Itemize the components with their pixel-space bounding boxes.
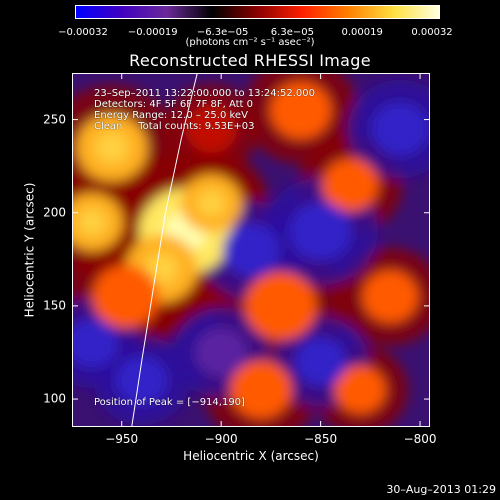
heatmap-image [72, 73, 430, 427]
solar-limb-line [131, 73, 198, 427]
heatmap-source [361, 269, 419, 324]
heatmap-source-core [144, 252, 179, 285]
annotation-method-counts: Clean Total counts: 9.53E+03 [94, 121, 255, 132]
colorbar-units: (photons cm⁻² s⁻¹ asec⁻²) [185, 37, 315, 48]
heatmap-source [269, 81, 332, 140]
annotation-energy-range: Energy Range: 12.0 – 25.0 keV [94, 110, 248, 121]
x-tick-label: −850 [304, 432, 338, 446]
annotation-detectors: Detectors: 4F 5F 6F 7F 8F, Att 0 [94, 99, 254, 110]
footer-date: 30–Aug–2013 01:29 [386, 483, 496, 496]
colorbar [75, 5, 440, 19]
heatmap-source [244, 271, 318, 340]
heatmap-source-core [95, 131, 129, 164]
heatmap-source-core [196, 190, 226, 217]
colorbar-tick-label: 6.3e−05 [270, 27, 314, 38]
heatmap-source [294, 337, 347, 387]
x-tick-label: −950 [105, 432, 139, 446]
y-tick-label: 100 [43, 391, 66, 406]
annotation-time-range: 23–Sep–2011 13:22:00.000 to 13:24:52.000 [94, 88, 315, 99]
colorbar-tick-label: −0.00032 [58, 27, 108, 38]
heatmap-source [222, 223, 280, 277]
colorbar-tick-label: 0.00019 [341, 27, 383, 38]
heatmap-source [229, 360, 292, 419]
chart-title: Reconstructed RHESSI Image [129, 51, 371, 70]
annotation-peak-position: Position of Peak = [−914,190] [94, 397, 245, 408]
colorbar-tick-label: −0.00019 [127, 27, 178, 38]
heatmap-plot-area: 23–Sep–2011 13:22:00.000 to 13:24:52.000… [72, 73, 430, 427]
heatmap-source [115, 356, 168, 405]
y-tick-label: 150 [43, 298, 66, 313]
colorbar-tick-label: −6.3e−05 [196, 27, 249, 38]
heatmap-source-core [77, 208, 107, 236]
colorbar-tick-label: 0.00032 [411, 27, 453, 38]
heatmap-source [195, 328, 248, 377]
heatmap-source [289, 202, 352, 261]
heatmap-source [72, 318, 118, 368]
heatmap-source [322, 158, 379, 212]
y-tick-label: 250 [43, 112, 66, 127]
y-tick-label: 200 [43, 205, 66, 220]
heatmap-source [185, 104, 238, 154]
x-tick-label: −800 [403, 432, 437, 446]
x-tick-label: −900 [204, 432, 238, 446]
x-axis-label: Heliocentric X (arcsec) [183, 449, 319, 463]
heatmap-source [92, 265, 160, 329]
y-axis-label: Heliocentric Y (arcsec) [22, 182, 37, 318]
heatmap-source [371, 102, 429, 156]
heatmap-source [334, 365, 387, 414]
